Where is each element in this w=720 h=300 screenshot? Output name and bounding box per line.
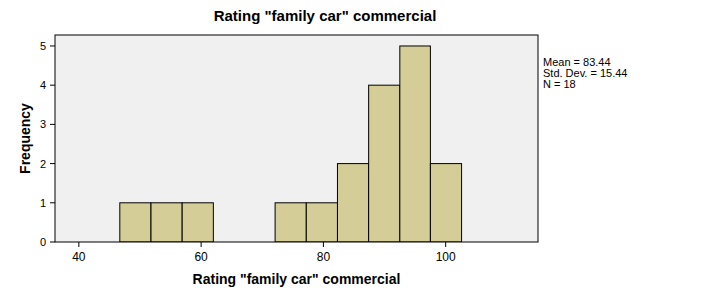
x-tick [78, 242, 79, 247]
y-tick [50, 124, 55, 125]
chart-root: 40 60 80 100 0 1 2 3 4 5 Rating "family car" comme… [0, 0, 720, 300]
plot-background [55, 35, 538, 242]
y-tick-label: 4 [40, 79, 46, 91]
y-tick-label: 2 [40, 158, 46, 170]
x-tick-label: 60 [194, 250, 208, 264]
x-tick-label: 40 [72, 250, 86, 264]
histogram-bar [400, 46, 431, 242]
y-tick-label: 5 [40, 40, 46, 52]
x-tick [201, 242, 202, 247]
y-tick [50, 202, 55, 203]
y-tick [50, 45, 55, 46]
y-tick-label: 3 [40, 118, 46, 130]
y-axis-label: Frequency [17, 103, 33, 174]
x-axis-label: Rating "family car" commercial [193, 271, 401, 287]
x-tick [445, 242, 446, 247]
plot-frame [55, 35, 538, 242]
x-tick-label: 100 [436, 250, 456, 264]
x-tick-label: 80 [317, 250, 331, 264]
title: Rating "family car" commercial [214, 7, 437, 24]
y-tick-label: 1 [40, 197, 46, 209]
histogram-bar [369, 85, 400, 242]
bars [120, 46, 462, 242]
histogram-bar [337, 164, 368, 242]
histogram-bar [120, 203, 151, 242]
chart: 40 60 80 100 0 1 2 3 4 5 Rating "family car" comme… [0, 0, 720, 300]
histogram-bar [151, 203, 182, 242]
y-tick [50, 242, 55, 243]
histogram-bar [306, 203, 337, 242]
annotation: N = 18 [543, 78, 576, 90]
histogram-bar [275, 203, 306, 242]
y-tick [50, 163, 55, 164]
y-tick [50, 85, 55, 86]
x-tick [323, 242, 324, 247]
y-tick-label: 0 [40, 236, 46, 248]
histogram-bar [182, 203, 213, 242]
histogram-bar [430, 164, 461, 242]
